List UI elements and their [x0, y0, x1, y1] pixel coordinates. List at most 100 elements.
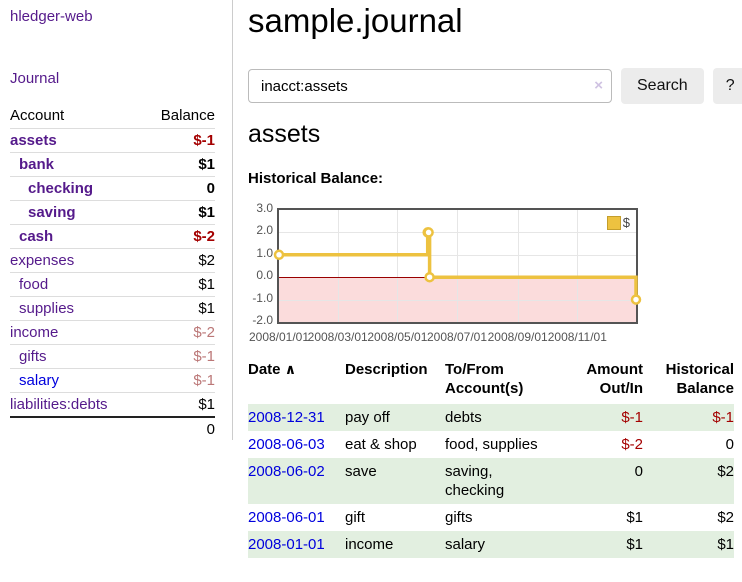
- account-row: income $-2: [10, 320, 215, 345]
- transaction-date-cell: 2008-12-31: [248, 404, 345, 431]
- transaction-date-link[interactable]: 2008-06-02: [248, 463, 325, 480]
- sidebar-account-link[interactable]: checking: [28, 180, 94, 197]
- transaction-date-link[interactable]: 2008-06-03: [248, 436, 325, 453]
- x-axis-label: 2008/01/01: [248, 330, 310, 344]
- register-header-balance: Historical Balance: [665, 361, 734, 397]
- y-axis-label: 2.0: [256, 223, 273, 238]
- account-name-cell: supplies: [10, 297, 142, 321]
- transaction-balance: $-1: [643, 404, 734, 431]
- account-name-cell: liabilities:debts: [10, 393, 142, 418]
- account-row: liabilities:debts $1: [10, 392, 215, 418]
- account-row: supplies $1: [10, 296, 215, 321]
- transaction-date-cell: 2008-06-02: [248, 458, 345, 504]
- account-name-cell: saving: [10, 201, 142, 225]
- data-point-marker: [423, 227, 434, 238]
- accounts-total-value: 0: [206, 421, 215, 438]
- transaction-row: 2008-06-03 eat & shop food, supplies $-2 0: [248, 431, 734, 458]
- sidebar-account-link[interactable]: gifts: [19, 348, 47, 365]
- legend-swatch-icon: [606, 215, 621, 230]
- y-axis-label: 1.0: [256, 245, 273, 260]
- vertical-gridline: [337, 210, 339, 322]
- date-header-label: Date: [248, 361, 281, 378]
- search-input[interactable]: [248, 69, 612, 103]
- transaction-description: eat & shop: [345, 436, 417, 453]
- sidebar-account-link[interactable]: liabilities:debts: [10, 396, 108, 413]
- account-row: salary $-1: [10, 368, 215, 393]
- account-row: saving $1: [10, 200, 215, 225]
- transaction-amount: 0: [553, 458, 643, 504]
- vertical-gridline: [517, 210, 519, 322]
- transaction-date-link[interactable]: 2008-12-31: [248, 409, 325, 426]
- account-balance: $-2: [193, 228, 215, 245]
- balance-series: [273, 227, 642, 305]
- account-name-cell: expenses: [10, 249, 142, 273]
- page-title: sample.journal: [248, 2, 463, 39]
- legend-label: $: [622, 215, 630, 230]
- transaction-amount: $-2: [621, 436, 643, 453]
- sidebar-account-link[interactable]: saving: [28, 204, 76, 221]
- sidebar-item-journal[interactable]: Journal: [10, 70, 60, 87]
- account-name-cell: food: [10, 273, 142, 297]
- transaction-description: income: [345, 531, 445, 558]
- sidebar-account-link[interactable]: cash: [19, 228, 54, 245]
- sidebar-account-link[interactable]: bank: [19, 156, 55, 173]
- data-point-marker: [273, 249, 285, 261]
- accounts-header-row: Account Balance: [10, 104, 215, 129]
- search-box: ×: [248, 69, 612, 103]
- account-name-cell: assets: [10, 129, 142, 153]
- vertical-gridline: [577, 210, 579, 322]
- sidebar-account-link[interactable]: assets: [10, 132, 57, 149]
- register-header-date[interactable]: Date ∧: [248, 358, 345, 404]
- data-point-marker: [424, 271, 435, 283]
- chart-plot-area[interactable]: $: [273, 208, 642, 324]
- accounts-total-spacer: [10, 417, 142, 441]
- account-balance: $1: [198, 300, 215, 317]
- account-balance: 0: [206, 180, 215, 197]
- transaction-date-cell: 2008-06-01: [248, 504, 345, 531]
- transaction-date-cell: 2008-01-01: [248, 531, 345, 558]
- sidebar-account-link[interactable]: salary: [19, 372, 60, 389]
- transaction-date-link[interactable]: 2008-01-01: [248, 536, 325, 553]
- accounts-total-row: 0: [10, 417, 215, 441]
- account-heading: assets: [248, 120, 321, 148]
- account-name-cell: salary: [10, 369, 142, 393]
- account-balance: $1: [198, 396, 215, 413]
- register-table: Date ∧ Description To/From Account(s) Am…: [248, 358, 734, 558]
- account-balance: $2: [198, 252, 215, 269]
- transaction-row: 2008-06-01 gift gifts $1 $2: [248, 504, 734, 531]
- account-balance: $-2: [193, 324, 215, 341]
- account-name-cell: bank: [10, 153, 142, 177]
- clear-search-icon[interactable]: ×: [594, 77, 603, 94]
- search-bar: × Search ?: [248, 68, 742, 104]
- x-axis-label: 2008/03/01: [307, 330, 368, 344]
- search-button[interactable]: Search: [621, 68, 704, 104]
- y-axis-label: 3.0: [256, 201, 273, 215]
- transaction-description: save: [345, 458, 445, 504]
- sidebar-account-link[interactable]: food: [19, 276, 49, 293]
- transaction-amount: $1: [553, 531, 643, 558]
- chart-title: Historical Balance:: [248, 170, 384, 187]
- transaction-row: 2008-01-01 income salary $1 $1: [248, 531, 734, 558]
- transaction-row: 2008-12-31 pay off debts $-1 $-1: [248, 404, 734, 431]
- transaction-balance: $1: [643, 531, 734, 558]
- accounts-table: Account Balance assets $-1 bank $1 checking 0…: [10, 104, 215, 441]
- transaction-accounts: debts: [445, 404, 553, 431]
- account-row: cash $-2: [10, 224, 215, 249]
- vertical-gridline: [397, 210, 399, 322]
- transaction-accounts: saving, checking: [445, 458, 553, 504]
- account-name-cell: gifts: [10, 345, 142, 369]
- y-axis-label: 0.0: [256, 268, 273, 283]
- transaction-amount: $1: [626, 509, 643, 526]
- transaction-date-link[interactable]: 2008-06-01: [248, 509, 325, 526]
- sidebar-account-link[interactable]: income: [10, 324, 59, 341]
- help-button[interactable]: ?: [712, 68, 742, 104]
- app-title-link[interactable]: hledger-web: [10, 8, 93, 25]
- account-balance: $1: [198, 156, 215, 173]
- sidebar-account-link[interactable]: expenses: [10, 252, 75, 269]
- account-balance: $1: [198, 276, 215, 293]
- y-axis-label: -2.0: [252, 313, 273, 327]
- transaction-accounts: food, supplies: [445, 436, 538, 453]
- transaction-balance: 0: [725, 436, 734, 453]
- sidebar-account-link[interactable]: supplies: [19, 300, 75, 317]
- transaction-accounts: salary: [445, 531, 553, 558]
